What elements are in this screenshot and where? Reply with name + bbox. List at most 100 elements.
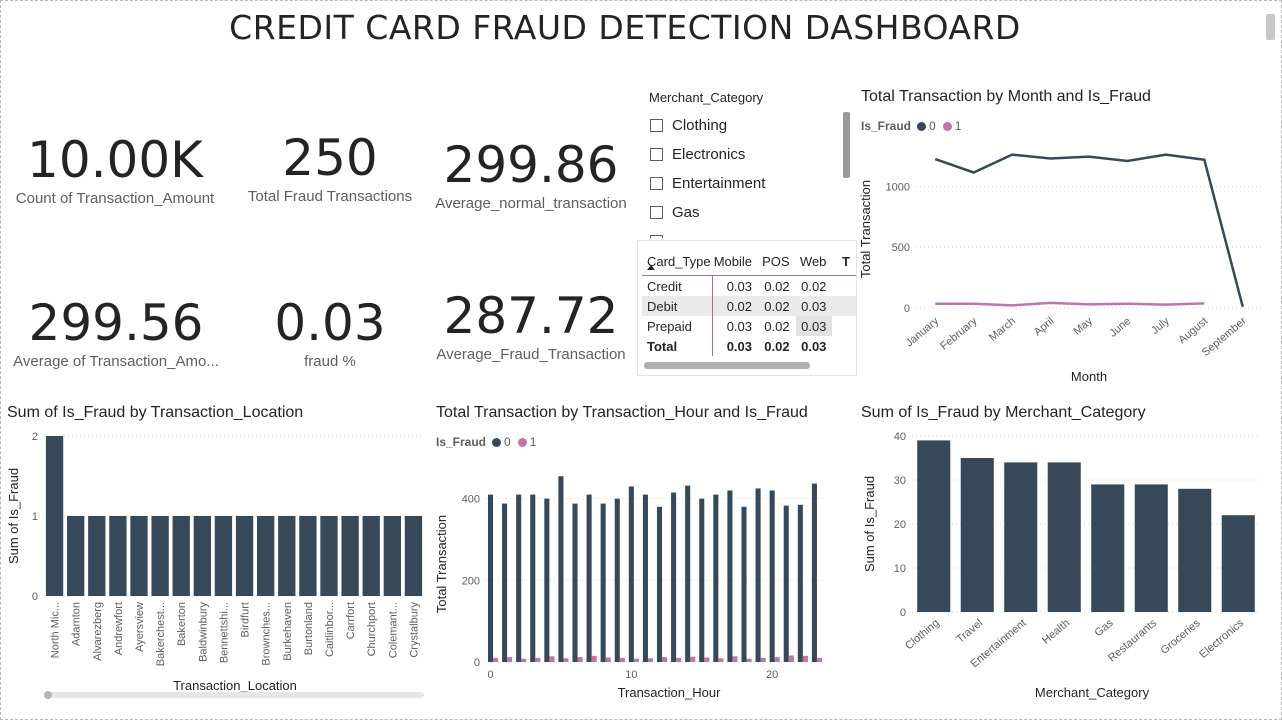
x-tick-label: Electronics xyxy=(1197,617,1246,661)
x-tick-label: 20 xyxy=(766,669,778,681)
sort-ascending-icon[interactable] xyxy=(647,265,655,270)
matrix-row-debit[interactable]: Debit 0.02 0.02 0.03 xyxy=(642,296,856,316)
matrix-row-prepaid[interactable]: Prepaid 0.03 0.02 0.03 xyxy=(642,316,856,336)
checkbox-icon[interactable] xyxy=(650,119,663,132)
matrix-cell xyxy=(832,316,856,336)
matrix-cell: 0.02 xyxy=(764,338,790,354)
legend-label: 1 xyxy=(954,119,962,133)
bar-series-0 xyxy=(685,485,691,662)
bar-series-1 xyxy=(647,658,654,662)
column-header-card-type[interactable]: Card_Type xyxy=(647,253,711,269)
kpi-label: Average_normal_transaction xyxy=(435,195,627,212)
bar xyxy=(130,516,148,596)
bar-series-1 xyxy=(676,657,682,662)
matrix-cell: 0.02 xyxy=(758,296,796,316)
legend-label: 1 xyxy=(529,435,537,449)
bar-series-0 xyxy=(586,494,592,662)
bar-series-0 xyxy=(727,490,733,662)
kpi-avg-fraud[interactable]: 287.72 Average_Fraud_Transaction xyxy=(430,288,632,363)
bar-series-1 xyxy=(535,657,541,662)
legend-dot-icon xyxy=(917,121,927,131)
x-tick-label: Bennettshi... xyxy=(218,602,230,663)
x-tick-label: Carrfort xyxy=(345,602,357,639)
column-header-web[interactable]: Web xyxy=(799,253,827,269)
bar-series-0 xyxy=(572,503,578,662)
matrix-cell: 0.03 xyxy=(726,278,752,294)
slicer-item-clothing[interactable]: Clothing xyxy=(647,111,853,140)
checkbox-icon[interactable] xyxy=(650,206,663,219)
x-tick-label: Clothing xyxy=(903,617,942,652)
y-axis-label: Total Transaction xyxy=(858,180,873,278)
column-header-pos[interactable]: POS xyxy=(762,253,790,269)
y-tick-label: 0 xyxy=(32,591,38,603)
matrix-cell: 0.02 xyxy=(712,296,758,316)
kpi-total-fraud[interactable]: 250 Total Fraud Transactions xyxy=(240,130,420,205)
bar-series-0 xyxy=(769,490,775,662)
bar xyxy=(1047,462,1081,612)
slicer-item-entertainment[interactable]: Entertainment xyxy=(647,169,853,198)
bar xyxy=(917,440,951,612)
checkbox-icon[interactable] xyxy=(650,235,663,238)
bar-series-0 xyxy=(671,492,677,662)
slicer-scrollbar[interactable] xyxy=(843,112,850,178)
bar-series-1 xyxy=(549,656,555,662)
checkbox-icon[interactable] xyxy=(650,148,663,161)
month-line-chart[interactable]: 0 500 1000 Total Transaction JanuaryFebruary… xyxy=(856,140,1270,390)
legend-title: Is_Fraud xyxy=(436,435,487,449)
kpi-count-amount[interactable]: 10.00K Count of Transaction_Amount xyxy=(8,132,222,207)
bar-series-1 xyxy=(493,657,499,662)
location-chart-scrollbar[interactable] xyxy=(44,691,424,699)
kpi-label: Average_Fraud_Transaction xyxy=(436,346,626,363)
bar xyxy=(404,516,423,596)
bar xyxy=(1091,484,1125,612)
matrix-scrollbar[interactable] xyxy=(644,362,810,369)
y-tick-label: 10 xyxy=(894,563,906,575)
matrix-row-credit[interactable]: Credit 0.03 0.02 0.02 xyxy=(642,275,856,296)
month-chart-title: Total Transaction by Month and Is_Fraud xyxy=(861,88,1151,105)
kpi-avg-normal[interactable]: 299.86 Average_normal_transaction xyxy=(428,137,634,212)
y-tick-label: 20 xyxy=(894,519,906,531)
hour-chart-legend[interactable]: Is_Fraud 0 1 xyxy=(436,435,536,449)
row-header: Debit xyxy=(642,296,714,316)
kpi-fraud-pct[interactable]: 0.03 fraud % xyxy=(250,295,410,370)
y-tick-label: 500 xyxy=(892,242,910,254)
bar-series-1 xyxy=(802,655,808,662)
matrix-cell: 0.03 xyxy=(726,318,752,334)
slicer-item-partial[interactable] xyxy=(647,227,853,238)
bar-series-1 xyxy=(746,658,752,662)
y-axis-label: Total Transaction xyxy=(434,515,449,613)
bar xyxy=(1178,488,1212,612)
bar-series-1 xyxy=(563,658,569,662)
column-header-mobile[interactable]: Mobile xyxy=(713,253,752,269)
scroll-thumb[interactable] xyxy=(44,691,52,699)
checkbox-icon[interactable] xyxy=(650,177,663,190)
merchant-category-slicer[interactable]: Merchant_Category Clothing Electronics E… xyxy=(647,90,853,238)
bar-series-1 xyxy=(577,657,583,662)
x-tick-label: July xyxy=(1149,315,1172,337)
month-chart-legend[interactable]: Is_Fraud 0 1 xyxy=(861,119,961,133)
location-bar-chart[interactable]: 0 1 2 Sum of Is_Fraud North Mic... Adamton Alv… xyxy=(0,424,430,696)
slicer-item-electronics[interactable]: Electronics xyxy=(647,140,853,169)
bar xyxy=(109,516,127,596)
page-scrollbar[interactable] xyxy=(1266,14,1275,40)
x-tick-label: June xyxy=(1107,315,1133,340)
bar-series-0 xyxy=(741,506,747,662)
matrix-row-total[interactable]: Total 0.03 0.02 0.03 xyxy=(642,336,856,356)
kpi-avg-amount[interactable]: 299.56 Average of Transaction_Amo... xyxy=(6,295,226,370)
x-tick-label: Colemant... xyxy=(387,602,399,658)
x-tick-label: Bakerchest... xyxy=(155,602,167,666)
slicer-item-gas[interactable]: Gas xyxy=(647,198,853,227)
card-type-matrix[interactable]: Card_Type Mobile POS Web T Credit 0.03 0… xyxy=(637,240,857,376)
bar xyxy=(320,516,338,596)
bar-series-1 xyxy=(662,657,668,662)
merchant-chart-title: Sum of Is_Fraud by Merchant_Category xyxy=(861,404,1146,421)
bar-series-0 xyxy=(811,483,817,662)
bar xyxy=(214,516,233,596)
column-header-total[interactable]: T xyxy=(842,253,850,269)
hour-bar-chart[interactable]: 0 200 400 Total Transaction 0 10 20 Transaction… xyxy=(432,456,832,706)
slicer-item-label: Entertainment xyxy=(672,175,766,192)
bar xyxy=(383,516,401,596)
matrix-cell: 0.03 xyxy=(795,316,833,336)
bar-series-1 xyxy=(718,658,724,662)
